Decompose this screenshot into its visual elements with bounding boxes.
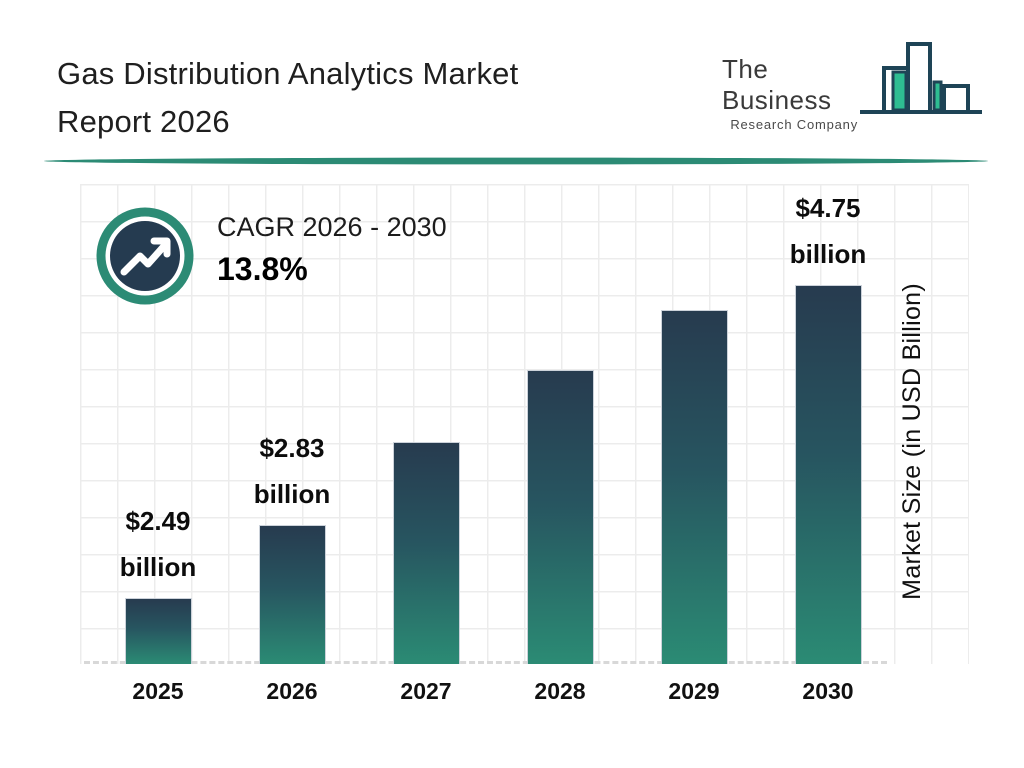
company-name: The Business — [722, 54, 832, 115]
bar-2026 — [258, 525, 326, 664]
value-unit: billion — [253, 479, 331, 509]
bar-2029 — [660, 310, 728, 664]
bar-group-2030: $4.75 billion — [761, 185, 895, 664]
value-amount: $2.83 — [259, 433, 325, 463]
company-logo-text: The Business Research Company — [722, 54, 858, 132]
value-unit: billion — [119, 552, 197, 582]
x-axis-labels: 2025 2026 2027 2028 2029 2030 — [91, 678, 895, 705]
cagr-badge: CAGR 2026 - 2030 13.8% — [96, 206, 447, 311]
bar-group-2028 — [493, 185, 627, 664]
page-title-line1: Gas Distribution Analytics Market — [57, 56, 519, 91]
bar-series: $2.49 billion $2.83 billion $4.75 billio… — [91, 185, 895, 664]
page-title-line2: Report 2026 — [57, 104, 230, 139]
bar-value-label: $4.75 billion — [790, 185, 867, 277]
company-subtitle: Research Company — [730, 117, 858, 132]
bar-group-2029 — [627, 185, 761, 664]
title-divider — [42, 154, 990, 172]
cagr-value: 13.8% — [217, 251, 308, 287]
value-unit: billion — [789, 239, 867, 269]
cagr-label: CAGR 2026 - 2030 — [217, 212, 447, 242]
trending-up-icon — [96, 206, 195, 311]
bar-group-2027 — [359, 185, 493, 664]
x-tick-2026: 2026 — [266, 678, 318, 704]
x-axis-baseline — [84, 661, 887, 664]
bar-group-2026: $2.83 billion — [225, 185, 359, 664]
bar-group-2025: $2.49 billion — [91, 185, 225, 664]
company-logo: The Business Research Company — [722, 40, 982, 132]
bar-2025 — [124, 598, 192, 664]
x-tick-2028: 2028 — [534, 678, 586, 704]
y-axis-title: Market Size (in USD Billion) — [898, 283, 926, 600]
bar-value-label: $2.83 billion — [254, 425, 331, 517]
x-tick-2030: 2030 — [802, 678, 854, 704]
bar-chart-skyline-icon — [860, 40, 982, 129]
x-tick-2029: 2029 — [668, 678, 720, 704]
bar-2028 — [526, 370, 594, 664]
value-amount: $4.75 — [795, 193, 861, 223]
x-tick-2027: 2027 — [400, 678, 452, 704]
page-title: Gas Distribution Analytics Market Report… — [57, 50, 518, 146]
x-tick-2025: 2025 — [132, 678, 184, 704]
bar-2030 — [794, 285, 862, 664]
bar-value-label: $2.49 billion — [120, 498, 197, 590]
cagr-text: CAGR 2026 - 2030 13.8% — [217, 212, 447, 311]
bar-2027 — [392, 442, 460, 664]
value-amount: $2.49 — [125, 506, 191, 536]
